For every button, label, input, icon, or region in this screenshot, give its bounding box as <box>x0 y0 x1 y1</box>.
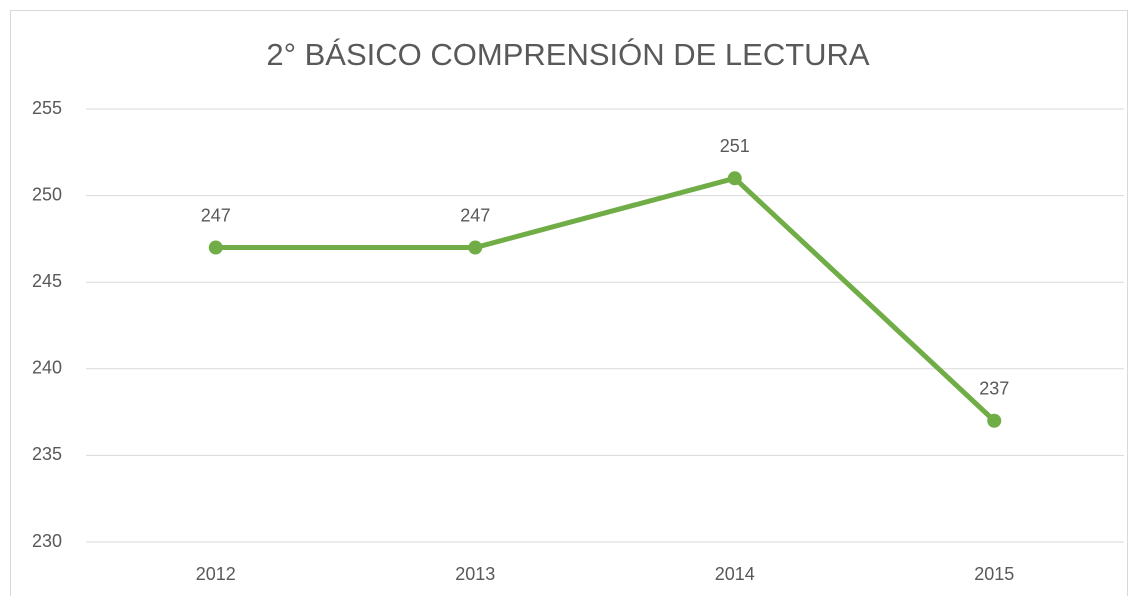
y-tick-label: 235 <box>32 444 62 464</box>
marker <box>727 171 742 186</box>
marker <box>987 413 1002 428</box>
x-tick-label: 2012 <box>196 564 236 584</box>
marker <box>208 240 223 255</box>
x-tick-label: 2013 <box>455 564 495 584</box>
chart-title: 2° BÁSICO COMPRENSIÓN DE LECTURA <box>266 37 870 72</box>
data-label: 251 <box>720 136 750 156</box>
y-tick-label: 240 <box>32 358 62 378</box>
data-label: 247 <box>460 205 490 225</box>
chart-border <box>10 10 1128 596</box>
data-label: 237 <box>979 379 1009 399</box>
y-tick-label: 255 <box>32 98 62 118</box>
y-tick-label: 245 <box>32 271 62 291</box>
x-tick-label: 2015 <box>974 564 1014 584</box>
line <box>215 175 996 423</box>
x-tick-label: 2014 <box>715 564 755 584</box>
y-tick-label: 230 <box>32 531 62 551</box>
data-label: 247 <box>201 205 231 225</box>
y-tick-label: 250 <box>32 184 62 204</box>
marker <box>468 240 483 255</box>
